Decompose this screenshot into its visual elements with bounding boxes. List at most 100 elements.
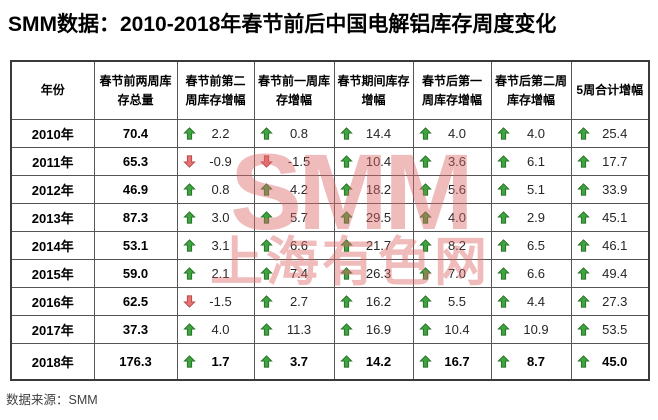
up-arrow-icon bbox=[339, 127, 353, 140]
up-arrow-icon bbox=[418, 155, 432, 168]
change-value: 11.3 bbox=[286, 322, 312, 337]
table-row-2011: 2011年 65.3 -0.9 -1.5 10.4 3.6 6.1 17.7 bbox=[10, 147, 650, 176]
up-arrow-icon bbox=[259, 267, 273, 280]
up-arrow-icon bbox=[418, 211, 432, 224]
change-cell: 45.0 bbox=[570, 343, 650, 381]
change-cell: 17.7 bbox=[570, 147, 650, 176]
up-arrow-icon bbox=[259, 355, 273, 368]
change-value: 5.1 bbox=[526, 182, 546, 197]
change-value: 6.5 bbox=[526, 238, 546, 253]
change-cell: 7.4 bbox=[253, 259, 335, 288]
total-inventory-cell: 87.3 bbox=[93, 203, 178, 232]
change-value: 0.8 bbox=[289, 126, 309, 141]
change-cell: 14.2 bbox=[333, 343, 414, 381]
change-cell: 10.4 bbox=[333, 147, 414, 176]
up-arrow-icon bbox=[496, 295, 510, 308]
change-value: 0.8 bbox=[211, 182, 230, 197]
change-cell: 21.7 bbox=[333, 231, 414, 260]
up-arrow-icon bbox=[259, 239, 273, 252]
up-arrow-icon bbox=[418, 267, 432, 280]
column-header-7: 5周合计增幅 bbox=[570, 60, 650, 120]
up-arrow-icon bbox=[418, 183, 432, 196]
change-value: 46.1 bbox=[602, 238, 628, 253]
column-header-6: 春节后第二周库存增幅 bbox=[490, 60, 572, 120]
table-row-2015: 2015年 59.0 2.1 7.4 26.3 7.0 6.6 49.4 bbox=[10, 259, 650, 288]
change-cell: 2.7 bbox=[253, 287, 335, 316]
change-cell: 0.8 bbox=[253, 119, 335, 148]
change-value: 7.0 bbox=[447, 266, 467, 281]
table-row-2018: 2018年 176.3 1.7 3.7 14.2 16.7 8.7 45.0 bbox=[10, 343, 650, 381]
change-cell: 3.0 bbox=[176, 203, 255, 232]
table-row-2012: 2012年 46.9 0.8 4.2 18.2 5.6 5.1 33.9 bbox=[10, 175, 650, 204]
change-cell: 11.3 bbox=[253, 315, 335, 344]
up-arrow-icon bbox=[339, 323, 353, 336]
year-cell: 2011年 bbox=[10, 147, 95, 176]
change-value: 6.6 bbox=[526, 266, 546, 281]
change-cell: 2.9 bbox=[490, 203, 572, 232]
up-arrow-icon bbox=[496, 211, 510, 224]
change-value: 4.2 bbox=[289, 182, 309, 197]
change-value: 18.2 bbox=[365, 182, 392, 197]
change-cell: 5.7 bbox=[253, 203, 335, 232]
change-value: 27.3 bbox=[602, 294, 628, 309]
change-cell: 45.1 bbox=[570, 203, 650, 232]
change-cell: 4.2 bbox=[253, 175, 335, 204]
change-value: 8.2 bbox=[447, 238, 467, 253]
up-arrow-icon bbox=[339, 355, 353, 368]
column-header-5: 春节后第一周库存增幅 bbox=[412, 60, 492, 120]
table-row-2016: 2016年 62.5 -1.5 2.7 16.2 5.5 4.4 27.3 bbox=[10, 287, 650, 316]
up-arrow-icon bbox=[339, 295, 353, 308]
change-cell: 53.5 bbox=[570, 315, 650, 344]
up-arrow-icon bbox=[496, 267, 510, 280]
change-cell: 3.6 bbox=[412, 147, 492, 176]
change-cell: 2.2 bbox=[176, 119, 255, 148]
change-cell: 16.2 bbox=[333, 287, 414, 316]
total-inventory-cell: 65.3 bbox=[93, 147, 178, 176]
change-value: 29.5 bbox=[365, 210, 392, 225]
change-cell: 14.4 bbox=[333, 119, 414, 148]
change-cell: 4.0 bbox=[412, 119, 492, 148]
change-value: 2.7 bbox=[289, 294, 309, 309]
change-cell: 26.3 bbox=[333, 259, 414, 288]
change-cell: 4.0 bbox=[490, 119, 572, 148]
change-value: 3.6 bbox=[447, 154, 467, 169]
change-cell: 3.7 bbox=[253, 343, 335, 381]
table-row-2014: 2014年 53.1 3.1 6.6 21.7 8.2 6.5 46.1 bbox=[10, 231, 650, 260]
up-arrow-icon bbox=[418, 355, 432, 368]
change-value: 33.9 bbox=[602, 182, 628, 197]
change-cell: 5.5 bbox=[412, 287, 492, 316]
year-cell: 2017年 bbox=[10, 315, 95, 344]
change-cell: 5.1 bbox=[490, 175, 572, 204]
table-row-2017: 2017年 37.3 4.0 11.3 16.9 10.4 10.9 53.5 bbox=[10, 315, 650, 344]
change-value: 4.0 bbox=[526, 126, 546, 141]
total-inventory-cell: 176.3 bbox=[93, 343, 178, 381]
change-value: 10.9 bbox=[523, 322, 549, 337]
change-value: 5.6 bbox=[447, 182, 467, 197]
change-value: 16.7 bbox=[444, 354, 470, 369]
up-arrow-icon bbox=[418, 127, 432, 140]
up-arrow-icon bbox=[576, 295, 590, 308]
up-arrow-icon bbox=[496, 183, 510, 196]
up-arrow-icon bbox=[576, 267, 590, 280]
up-arrow-icon bbox=[339, 211, 353, 224]
change-value: 10.4 bbox=[365, 154, 392, 169]
up-arrow-icon bbox=[182, 183, 196, 196]
change-value: 53.5 bbox=[602, 322, 628, 337]
change-value: 3.0 bbox=[211, 210, 230, 225]
up-arrow-icon bbox=[576, 155, 590, 168]
table-row-2013: 2013年 87.3 3.0 5.7 29.5 4.0 2.9 45.1 bbox=[10, 203, 650, 232]
change-value: 16.9 bbox=[365, 322, 392, 337]
change-value: 4.0 bbox=[447, 126, 467, 141]
year-cell: 2018年 bbox=[10, 343, 95, 381]
change-value: 5.5 bbox=[447, 294, 467, 309]
change-value: -0.9 bbox=[209, 154, 232, 169]
change-value: 6.6 bbox=[289, 238, 309, 253]
change-cell: 33.9 bbox=[570, 175, 650, 204]
change-value: 3.7 bbox=[289, 354, 309, 369]
down-arrow-icon bbox=[259, 155, 273, 168]
change-cell: 4.0 bbox=[176, 315, 255, 344]
change-value: 1.7 bbox=[211, 354, 230, 369]
change-value: 4.0 bbox=[211, 322, 230, 337]
change-value: 6.1 bbox=[526, 154, 546, 169]
change-value: 45.1 bbox=[602, 210, 628, 225]
